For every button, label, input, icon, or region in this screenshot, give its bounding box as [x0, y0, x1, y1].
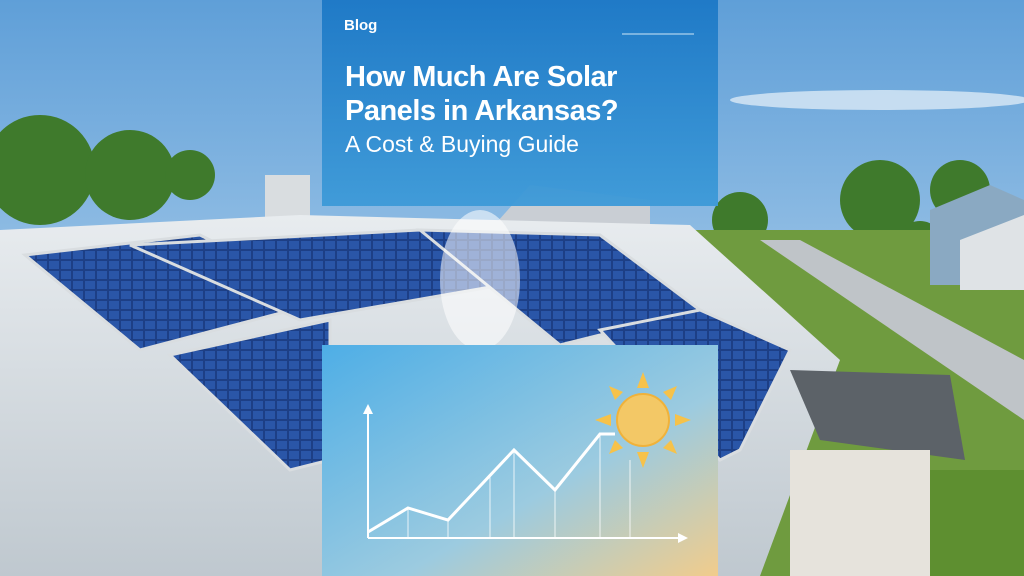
chart-illustration: [322, 345, 718, 576]
subtitle: A Cost & Buying Guide: [345, 131, 579, 157]
title-line: Panels in Arkansas?: [345, 95, 618, 127]
title-panel: Blog How Much Are Solar Panels in Arkans…: [322, 0, 718, 206]
title-line: How Much Are Solar: [345, 61, 617, 93]
blog-label: Blog: [344, 17, 377, 34]
